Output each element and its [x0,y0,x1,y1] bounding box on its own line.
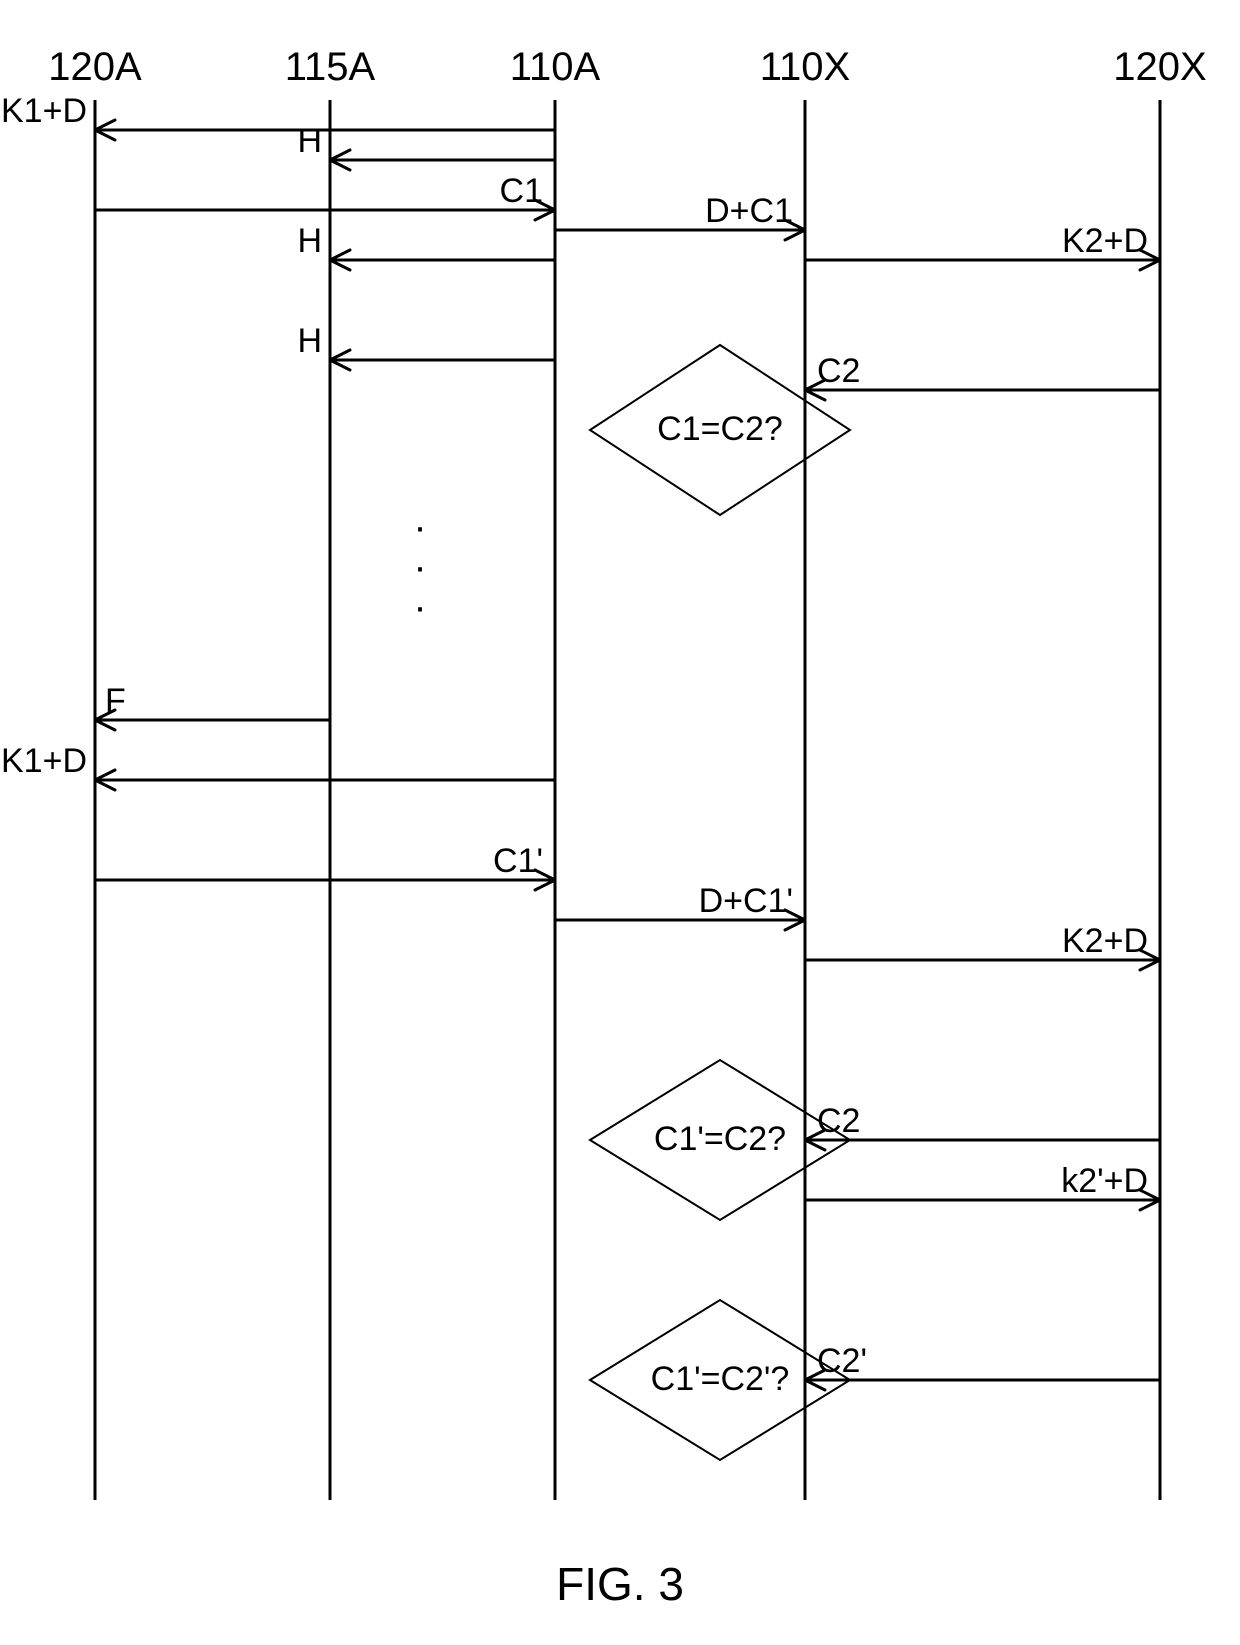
message-label: K2+D [1062,922,1148,960]
lifeline-label-120X: 120X [1113,45,1206,89]
message-label: C2 [817,1102,860,1140]
message-label: H [297,222,322,260]
message-label: K2+D [1062,222,1148,260]
message-label: D+C1' [699,882,793,920]
diagram-svg: 120A 115A 110A 110X 120X K1+D H C1 H D+C1 K2+D H C2 F… [0,0,1240,1645]
message-label: K1+D [1,742,87,780]
decision-label: C1=C2? [657,410,783,448]
message-label: k2'+D [1061,1162,1148,1200]
message-label: F [105,682,126,720]
ellipsis-dot: · [413,545,426,589]
message-label: H [297,122,322,160]
ellipsis-dot: · [413,505,426,549]
lifeline-label-110A: 110A [510,45,601,89]
figure-label: FIG. 3 [556,1558,684,1610]
message-label: K1+D [1,92,87,130]
message-label: C1' [493,842,543,880]
decision-label: C1'=C2? [654,1120,786,1158]
message-label: D+C1 [705,192,793,230]
lifeline-label-115A: 115A [285,45,376,89]
decision-label: C1'=C2'? [651,1360,790,1398]
message-label: C1 [500,172,543,210]
sequence-diagram: 120A 115A 110A 110X 120X K1+D H C1 H D+C1 K2+D H C2 F… [0,0,1240,1645]
ellipsis-dot: · [413,585,426,629]
lifeline-label-110X: 110X [760,45,850,89]
message-label: C2 [817,352,860,390]
message-label: H [297,322,322,360]
lifeline-label-120A: 120A [48,45,142,89]
